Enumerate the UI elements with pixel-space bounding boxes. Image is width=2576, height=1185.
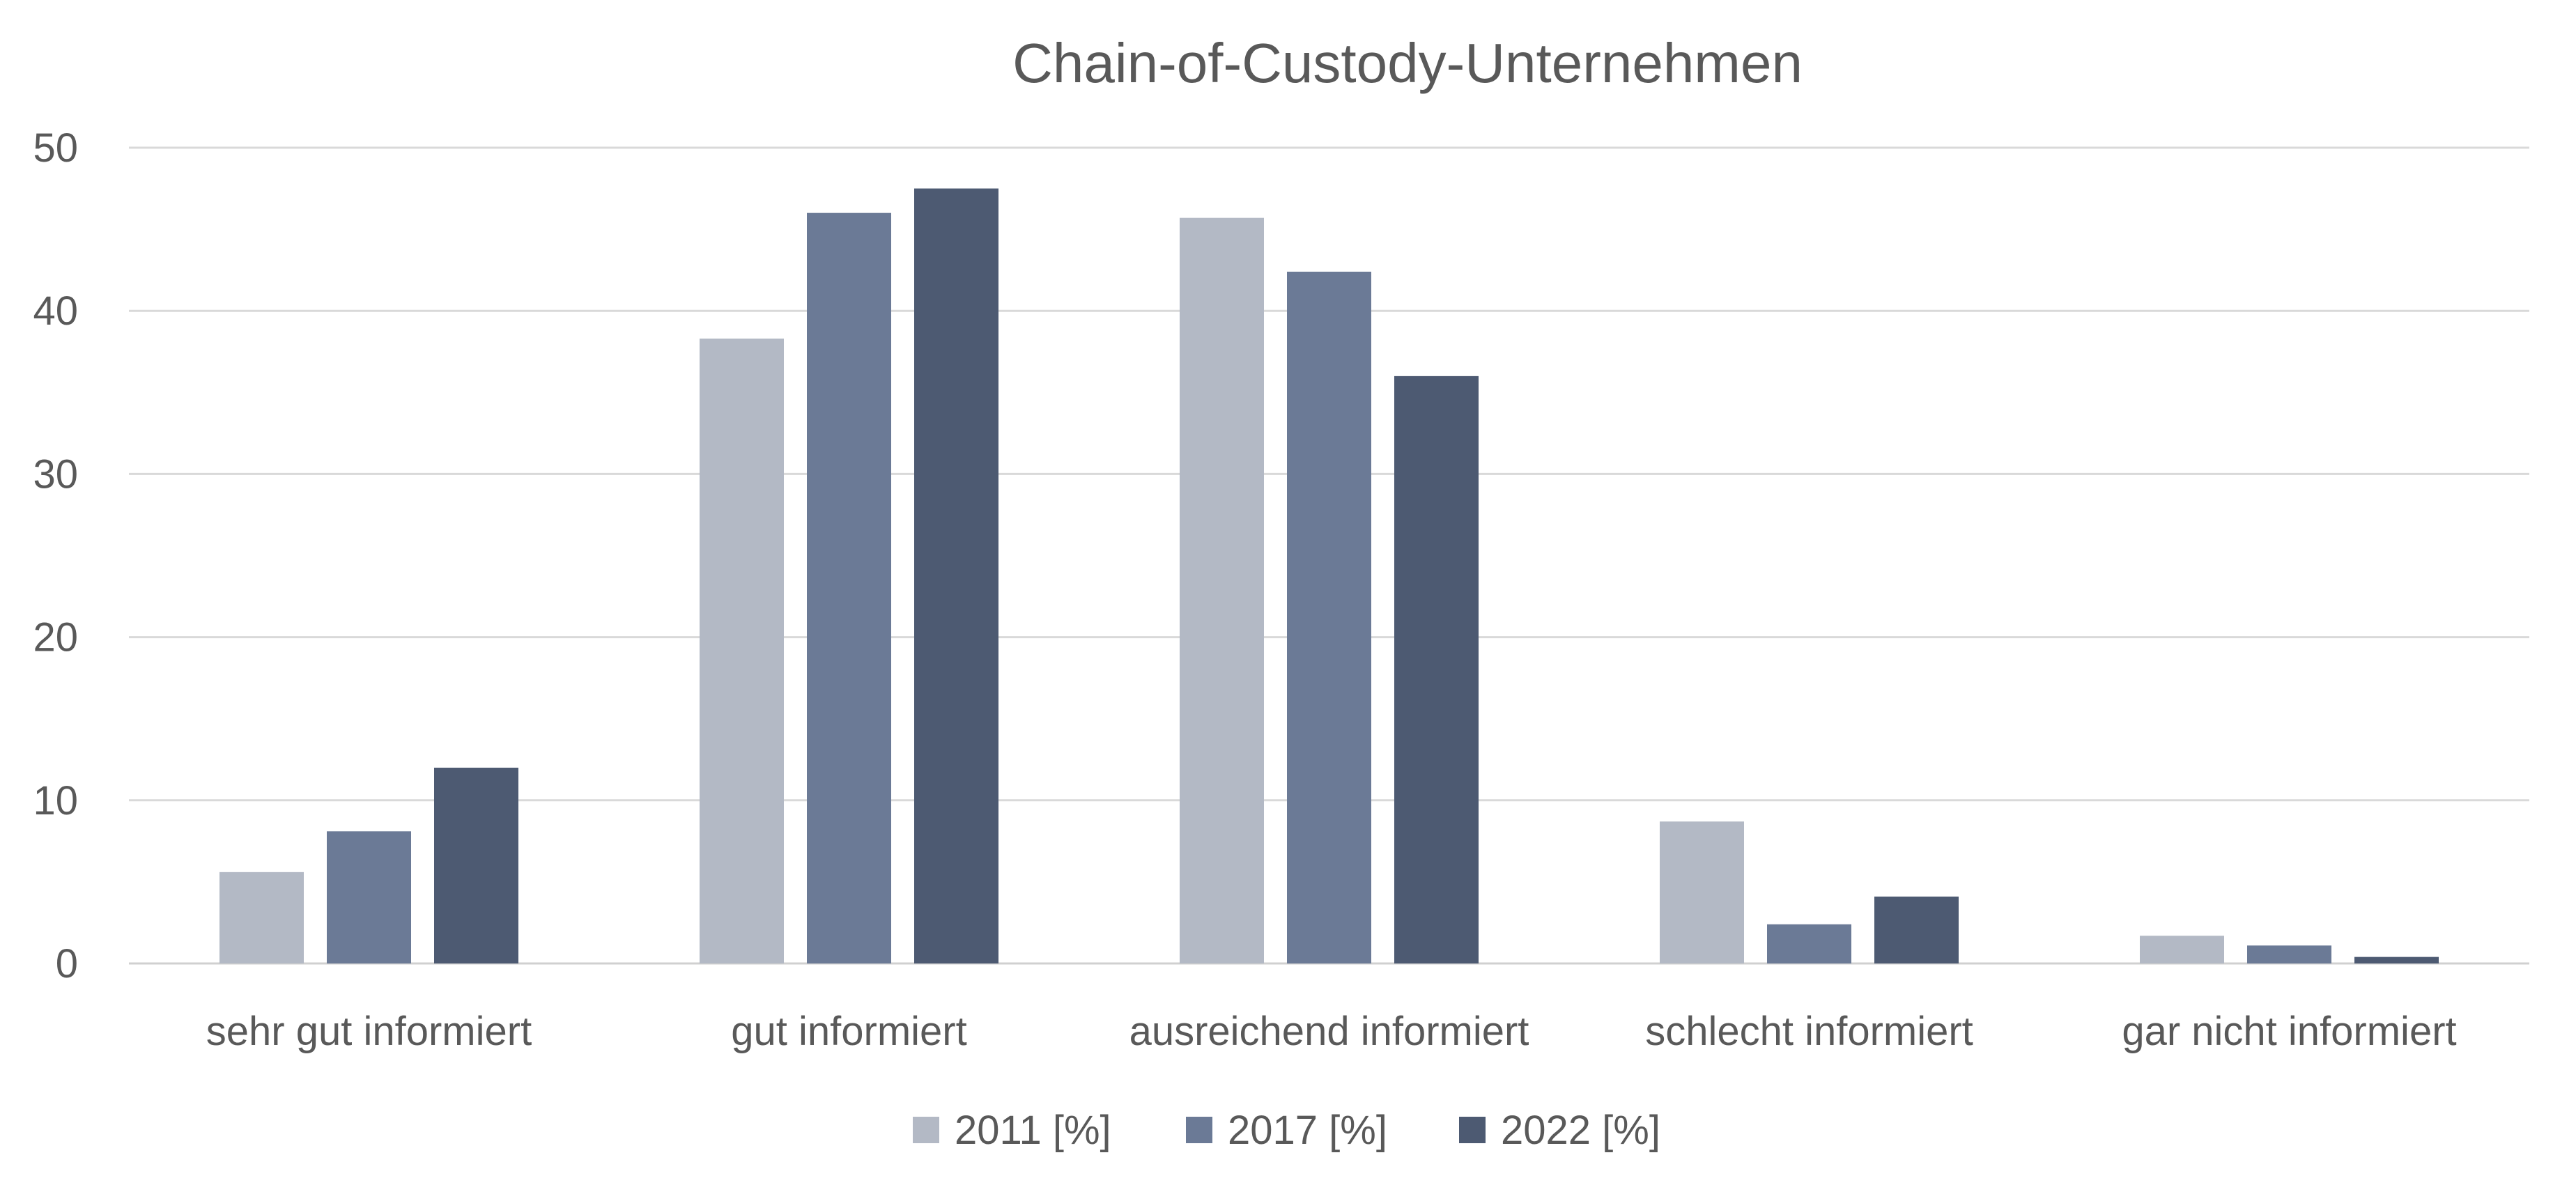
bar-2011-sehr-gut-informiert <box>219 872 304 963</box>
bar-2017-gut-informiert <box>807 212 891 964</box>
bar-2022-gar-nicht-informiert <box>2354 956 2439 963</box>
bar-2017-ausreichend-informiert <box>1287 271 1371 963</box>
legend-label: 2011 [%] <box>955 1108 1111 1153</box>
x-category-label: sehr gut informiert <box>206 1009 532 1054</box>
y-axis-ticks: 0 10 20 30 40 50 <box>33 125 78 986</box>
bar-2011-gut-informiert <box>700 339 784 963</box>
bar-2017-gar-nicht-informiert <box>2247 945 2331 963</box>
legend-swatch <box>913 1117 939 1143</box>
bar-2022-schlecht-informiert <box>1874 896 1959 963</box>
x-axis-labels: sehr gut informiert gut informiert ausreic… <box>206 1009 2457 1054</box>
legend-label: 2022 [%] <box>1501 1108 1660 1153</box>
y-tick-label: 20 <box>33 615 78 660</box>
y-tick-label: 30 <box>33 451 78 497</box>
chart-title: Chain-of-Custody-Unternehmen <box>1012 32 1803 94</box>
bar-2022-gut-informiert <box>914 188 998 963</box>
bar-2011-gar-nicht-informiert <box>2140 936 2224 963</box>
legend: 2011 [%] 2017 [%] 2022 [%] <box>913 1108 1660 1153</box>
bar-2022-sehr-gut-informiert <box>434 767 518 963</box>
bar-2022-ausreichend-informiert <box>1394 375 1479 963</box>
y-tick-label: 0 <box>56 941 78 986</box>
bar-2017-schlecht-informiert <box>1767 924 1851 963</box>
bar-2011-ausreichend-informiert <box>1180 217 1264 963</box>
bar-2017-sehr-gut-informiert <box>327 831 411 963</box>
legend-swatch <box>1186 1117 1212 1143</box>
bars <box>219 188 2439 964</box>
y-tick-label: 50 <box>33 125 78 171</box>
x-category-label: ausreichend informiert <box>1129 1009 1529 1054</box>
legend-swatch <box>1459 1117 1486 1143</box>
legend-label: 2017 [%] <box>1228 1108 1387 1153</box>
x-category-label: gut informiert <box>731 1009 966 1054</box>
bar-2011-schlecht-informiert <box>1660 821 1744 963</box>
x-category-label: gar nicht informiert <box>2122 1009 2456 1054</box>
y-tick-label: 40 <box>33 288 78 334</box>
x-category-label: schlecht informiert <box>1645 1009 1973 1054</box>
y-tick-label: 10 <box>33 778 78 823</box>
